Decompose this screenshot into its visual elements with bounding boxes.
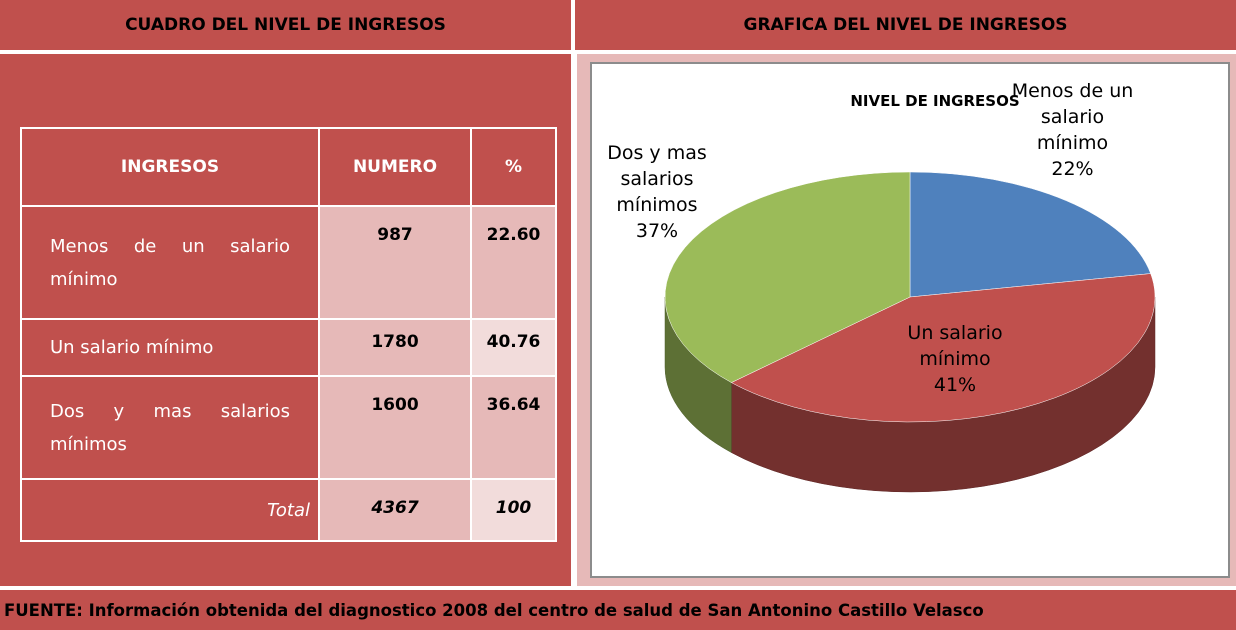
slice-category: Un salario mínimo [907, 322, 1003, 370]
cell: 1600 [318, 375, 472, 480]
cell: 40.76 [470, 318, 557, 377]
cell: Total [20, 478, 320, 542]
cell: Un salario mínimo [20, 318, 320, 377]
total-row: Total 4367 100 [20, 478, 557, 542]
left-title: CUADRO DEL NIVEL DE INGRESOS [0, 0, 571, 50]
chart-title: NIVEL DE INGRESOS [850, 92, 1020, 110]
row: Un salario mínimo 1780 40.76 [20, 318, 557, 377]
slice-label: Menos de un salario mínimo 22% [1010, 78, 1135, 182]
slice-label: Un salario mínimo 41% [890, 320, 1020, 398]
header-cell: NUMERO [318, 127, 472, 207]
header-row: INGRESOS NUMERO % [20, 127, 557, 207]
cell: Menos de un salario mínimo [20, 205, 320, 320]
slice-value: 22% [1051, 158, 1094, 180]
header-cell: % [470, 127, 557, 207]
row: Dos y mas salarios mínimos 1600 36.64 [20, 375, 557, 480]
slice-value: 37% [635, 220, 679, 242]
cell: 4367 [318, 478, 472, 542]
source-footer: FUENTE: Información obtenida del diagnos… [0, 590, 1236, 630]
income-table: INGRESOS NUMERO % Menos de un salario mí… [20, 127, 557, 542]
slice [909, 171, 1152, 298]
slice-label: Dos y mas salarios mínimos 37% [597, 140, 717, 244]
right-title: GRAFICA DEL NIVEL DE INGRESOS [575, 0, 1236, 50]
slice [664, 171, 911, 383]
row: Menos de un salario mínimo 987 22.60 [20, 205, 557, 320]
cell: Dos y mas salarios mínimos [20, 375, 320, 480]
cell: 100 [470, 478, 557, 542]
cell: 36.64 [470, 375, 557, 480]
cell: 1780 [318, 318, 472, 377]
cell: 22.60 [470, 205, 557, 320]
slice-value: 41% [933, 374, 977, 396]
header-cell: INGRESOS [20, 127, 320, 207]
slice-category: Dos y mas salarios mínimos [607, 142, 707, 216]
slice-category: Menos de un salario mínimo [1011, 80, 1134, 154]
slice [730, 273, 1156, 423]
cell: 987 [318, 205, 472, 320]
